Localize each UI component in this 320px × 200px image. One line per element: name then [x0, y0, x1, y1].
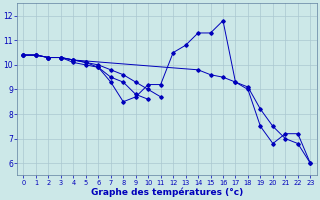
- X-axis label: Graphe des températures (°c): Graphe des températures (°c): [91, 187, 243, 197]
